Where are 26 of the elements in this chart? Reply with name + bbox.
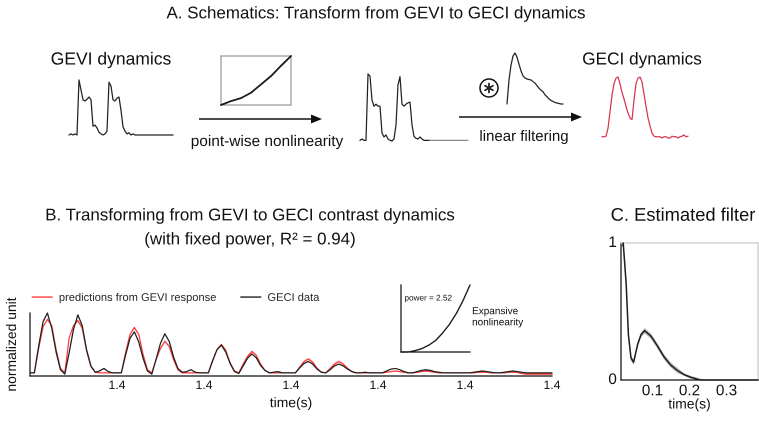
x-tick-label: 1.4 [283,380,300,390]
legend-label: GECI data [268,292,320,302]
y-tick-label: 1 [610,236,616,247]
x-tick-label: 1.4 [544,380,560,390]
x-axis-title: time(s) [270,397,312,410]
text: point-wise nonlinearity [192,134,344,150]
chart-title: C. Estimated filter [612,207,756,221]
y-axis-title: normalized unit [6,298,16,391]
text: linear filtering [480,130,568,144]
annotation: Expansive nonlinearity [472,306,524,328]
x-tick-label: 1.4 [109,380,126,390]
chart-subtitle: (with fixed power, R² = 0.94) [145,232,355,248]
legend-label: predictions from GEVI response [60,292,216,304]
chart-title: B. Transforming from GEVI to GECI contrast dynamics [46,208,454,224]
x-tick-label: 1.4 [370,380,386,390]
x-axis-title: time(s) [668,398,710,412]
text: GEVI dynamics [52,52,171,68]
annotation: power = 2.52 [404,294,452,302]
text: A. Schematics: Transform from GEVI to GECI dynamics [166,6,585,22]
x-tick-label: 0.1 [642,384,662,396]
x-tick-label: 1.4 [457,380,474,390]
x-tick-label: 0.2 [679,384,700,396]
x-tick-label: 1.4 [196,380,212,390]
x-tick-label: 0.3 [716,384,736,396]
text: GECI dynamics [583,52,702,68]
y-tick-label: 0 [608,373,616,384]
